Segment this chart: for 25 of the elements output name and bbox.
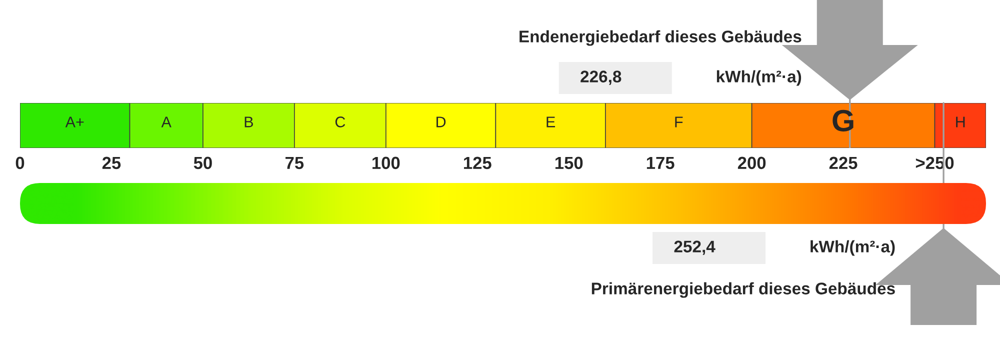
- x-tick-label: 50: [194, 156, 212, 170]
- x-tick-label: 225: [829, 156, 858, 170]
- x-tick-label: 125: [464, 156, 492, 170]
- series-label: A+: [65, 116, 84, 128]
- series-label: A: [161, 116, 172, 128]
- ref-line-label: Primärenergiebedarf dieses Gebäudes: [592, 282, 895, 298]
- series-label: C: [335, 116, 346, 128]
- x-tick-label: >250: [916, 156, 954, 170]
- text: 252,4: [674, 240, 716, 255]
- series-label: F: [675, 116, 683, 128]
- x-tick-label: 0: [16, 156, 24, 170]
- ref-line-label: Endenergiebedarf dieses Gebäudes: [520, 30, 802, 46]
- x-tick-label: 25: [102, 156, 121, 170]
- x-tick-label: 100: [372, 156, 400, 170]
- text: kWh/(m²·a): [810, 240, 895, 256]
- series-label: E: [546, 116, 556, 128]
- x-tick-label: 150: [555, 156, 583, 170]
- series-label: D: [436, 116, 446, 128]
- text: kWh/(m²·a): [716, 70, 802, 86]
- series-label: H: [956, 116, 965, 128]
- x-tick-label: 200: [738, 156, 766, 170]
- x-tick-label: 175: [646, 156, 674, 170]
- x-tick-label: 75: [286, 156, 304, 170]
- text: 226,8: [580, 70, 622, 85]
- series-label: B: [244, 116, 253, 128]
